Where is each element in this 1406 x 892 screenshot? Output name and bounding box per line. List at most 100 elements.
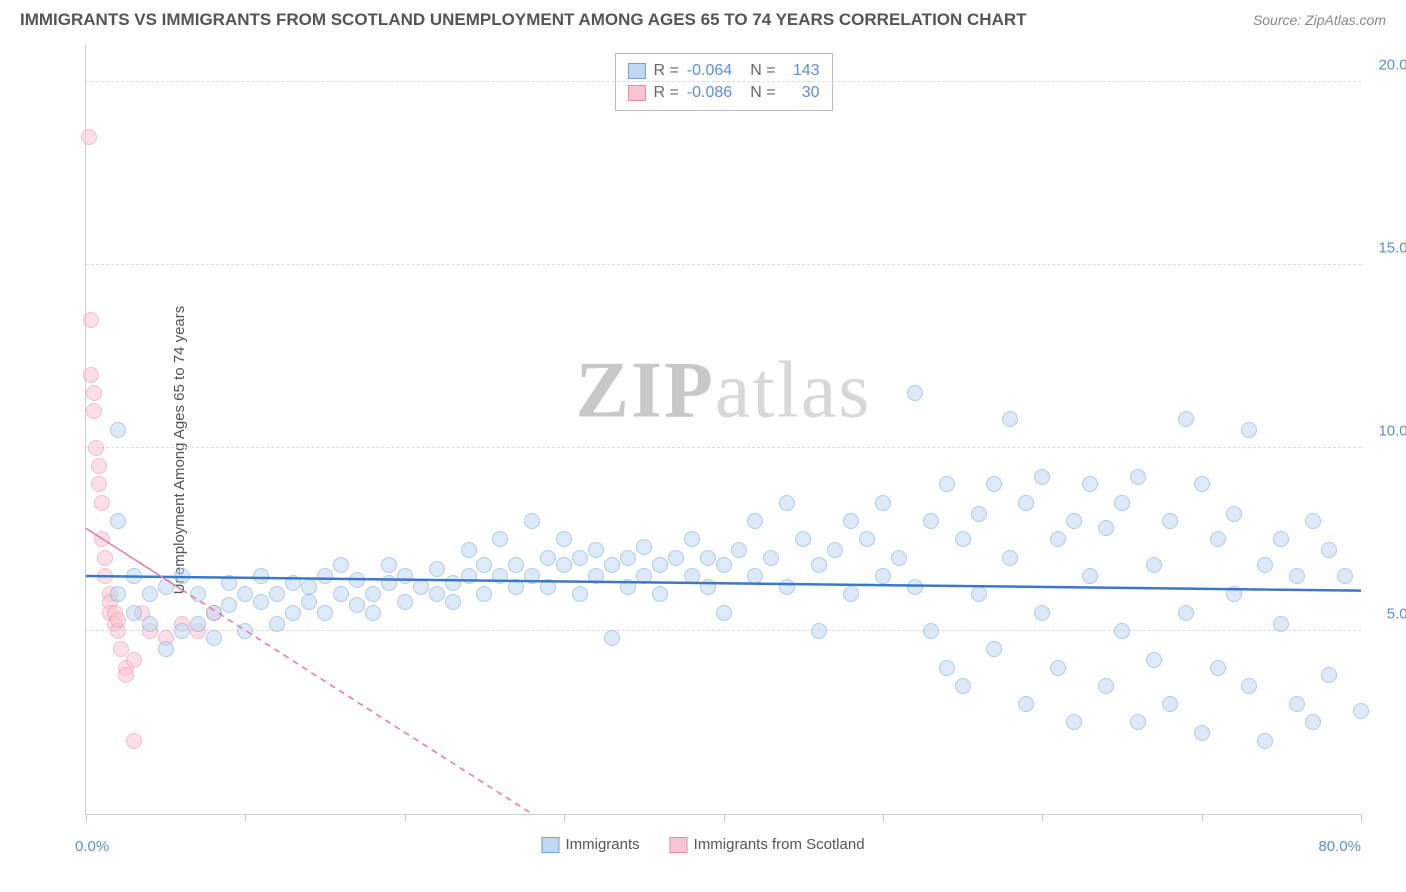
scatter-point: [142, 586, 158, 602]
scatter-point: [636, 568, 652, 584]
scatter-point: [923, 513, 939, 529]
scatter-point: [779, 579, 795, 595]
x-tick: [245, 814, 246, 822]
legend-swatch: [627, 63, 645, 79]
scatter-point: [907, 385, 923, 401]
x-tick: [564, 814, 565, 822]
scatter-point: [939, 660, 955, 676]
scatter-point: [174, 568, 190, 584]
scatter-point: [843, 586, 859, 602]
scatter-point: [94, 495, 110, 511]
scatter-point: [86, 403, 102, 419]
scatter-point: [91, 458, 107, 474]
scatter-point: [986, 641, 1002, 657]
scatter-point: [1210, 660, 1226, 676]
scatter-point: [349, 597, 365, 613]
scatter-point: [572, 586, 588, 602]
y-tick-label: 10.0%: [1378, 422, 1406, 439]
x-axis-start-label: 0.0%: [75, 838, 109, 855]
scatter-point: [333, 557, 349, 573]
legend-item: Immigrants: [541, 836, 639, 853]
scatter-point: [301, 579, 317, 595]
scatter-point: [891, 550, 907, 566]
scatter-point: [827, 542, 843, 558]
scatter-point: [237, 623, 253, 639]
scatter-point: [636, 539, 652, 555]
scatter-point: [413, 579, 429, 595]
scatter-point: [875, 568, 891, 584]
scatter-point: [763, 550, 779, 566]
legend-label: Immigrants: [565, 836, 639, 853]
scatter-point: [1082, 568, 1098, 584]
scatter-point: [1241, 422, 1257, 438]
stats-row: R =-0.064N =143: [627, 60, 819, 82]
scatter-point: [716, 605, 732, 621]
gridline: [86, 81, 1361, 82]
scatter-point: [269, 586, 285, 602]
scatter-point: [445, 594, 461, 610]
scatter-point: [1034, 469, 1050, 485]
stat-n-value: 30: [784, 84, 820, 102]
scatter-point: [716, 557, 732, 573]
scatter-point: [1178, 411, 1194, 427]
scatter-point: [859, 531, 875, 547]
scatter-point: [126, 733, 142, 749]
legend-swatch: [541, 837, 559, 853]
scatter-point: [668, 550, 684, 566]
scatter-point: [1289, 696, 1305, 712]
scatter-point: [237, 586, 253, 602]
scatter-point: [1114, 623, 1130, 639]
scatter-point: [556, 531, 572, 547]
scatter-point: [700, 579, 716, 595]
scatter-point: [986, 476, 1002, 492]
scatter-point: [540, 579, 556, 595]
scatter-point: [349, 572, 365, 588]
scatter-point: [94, 531, 110, 547]
scatter-point: [83, 312, 99, 328]
scatter-point: [795, 531, 811, 547]
scatter-point: [301, 594, 317, 610]
scatter-point: [126, 568, 142, 584]
scatter-point: [684, 531, 700, 547]
scatter-point: [1305, 714, 1321, 730]
scatter-point: [907, 579, 923, 595]
source-label: Source: ZipAtlas.com: [1253, 12, 1386, 28]
scatter-point: [1194, 476, 1210, 492]
scatter-point: [1241, 678, 1257, 694]
scatter-point: [1018, 495, 1034, 511]
scatter-point: [588, 542, 604, 558]
scatter-point: [524, 568, 540, 584]
watermark: ZIPatlas: [576, 346, 872, 437]
scatter-point: [397, 594, 413, 610]
stat-r-value: -0.064: [687, 62, 732, 80]
scatter-point: [652, 586, 668, 602]
stat-r-label: R =: [653, 62, 678, 80]
scatter-point: [524, 513, 540, 529]
scatter-point: [461, 542, 477, 558]
scatter-point: [875, 495, 891, 511]
x-tick: [86, 814, 87, 822]
scatter-point: [110, 612, 126, 628]
scatter-point: [317, 568, 333, 584]
legend-swatch: [627, 85, 645, 101]
scatter-point: [923, 623, 939, 639]
scatter-point: [700, 550, 716, 566]
scatter-point: [588, 568, 604, 584]
scatter-point: [206, 630, 222, 646]
scatter-point: [429, 586, 445, 602]
scatter-point: [620, 579, 636, 595]
scatter-point: [971, 586, 987, 602]
scatter-point: [747, 513, 763, 529]
scatter-point: [429, 561, 445, 577]
scatter-point: [285, 605, 301, 621]
scatter-point: [779, 495, 795, 511]
scatter-point: [1130, 714, 1146, 730]
chart-title: IMMIGRANTS VS IMMIGRANTS FROM SCOTLAND U…: [20, 10, 1027, 30]
legend-label: Immigrants from Scotland: [694, 836, 865, 853]
scatter-point: [1162, 696, 1178, 712]
scatter-point: [1321, 667, 1337, 683]
scatter-point: [492, 531, 508, 547]
scatter-point: [1257, 557, 1273, 573]
scatter-point: [955, 678, 971, 694]
scatter-point: [381, 575, 397, 591]
